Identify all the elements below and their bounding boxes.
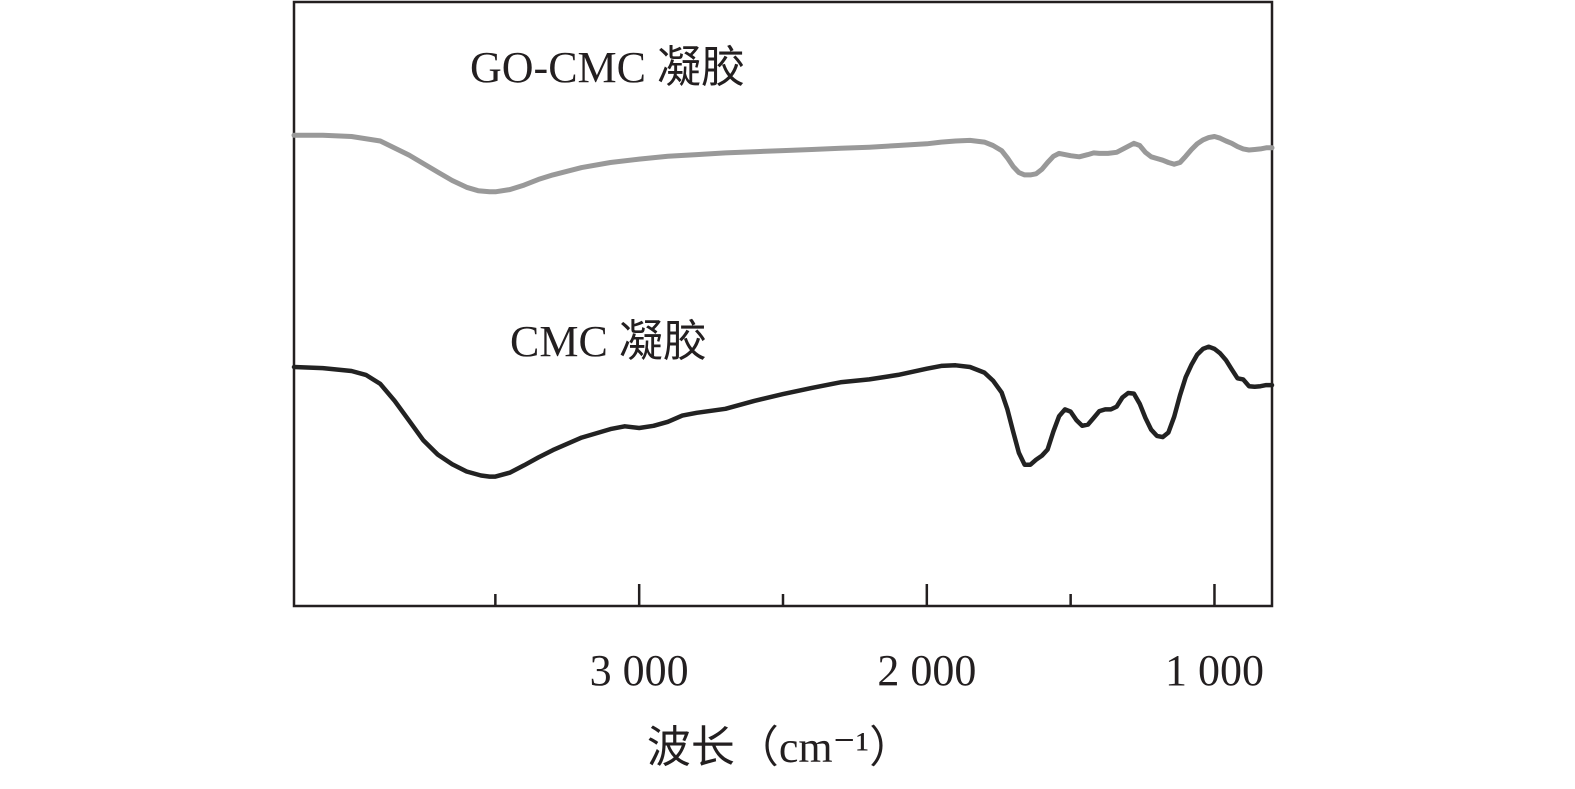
x-axis-tick-labels: 3 000 2 000 1 000: [590, 646, 1264, 695]
series-line-cmc: [291, 344, 1275, 479]
series-line-go-cmc: [291, 132, 1275, 195]
x-tick-label: 3 000: [590, 646, 689, 695]
x-axis-ticks: [494, 584, 1216, 606]
series-layer: [291, 132, 1275, 479]
x-tick-label: 1 000: [1165, 646, 1264, 695]
series-label-go-cmc: GO-CMC 凝胶: [470, 43, 745, 92]
x-tick-label: 2 000: [877, 646, 976, 695]
series-label-cmc: CMC 凝胶: [510, 317, 707, 366]
x-axis-label: 波长（cm⁻¹）: [647, 723, 913, 772]
plot-frame: [292, 0, 1274, 608]
